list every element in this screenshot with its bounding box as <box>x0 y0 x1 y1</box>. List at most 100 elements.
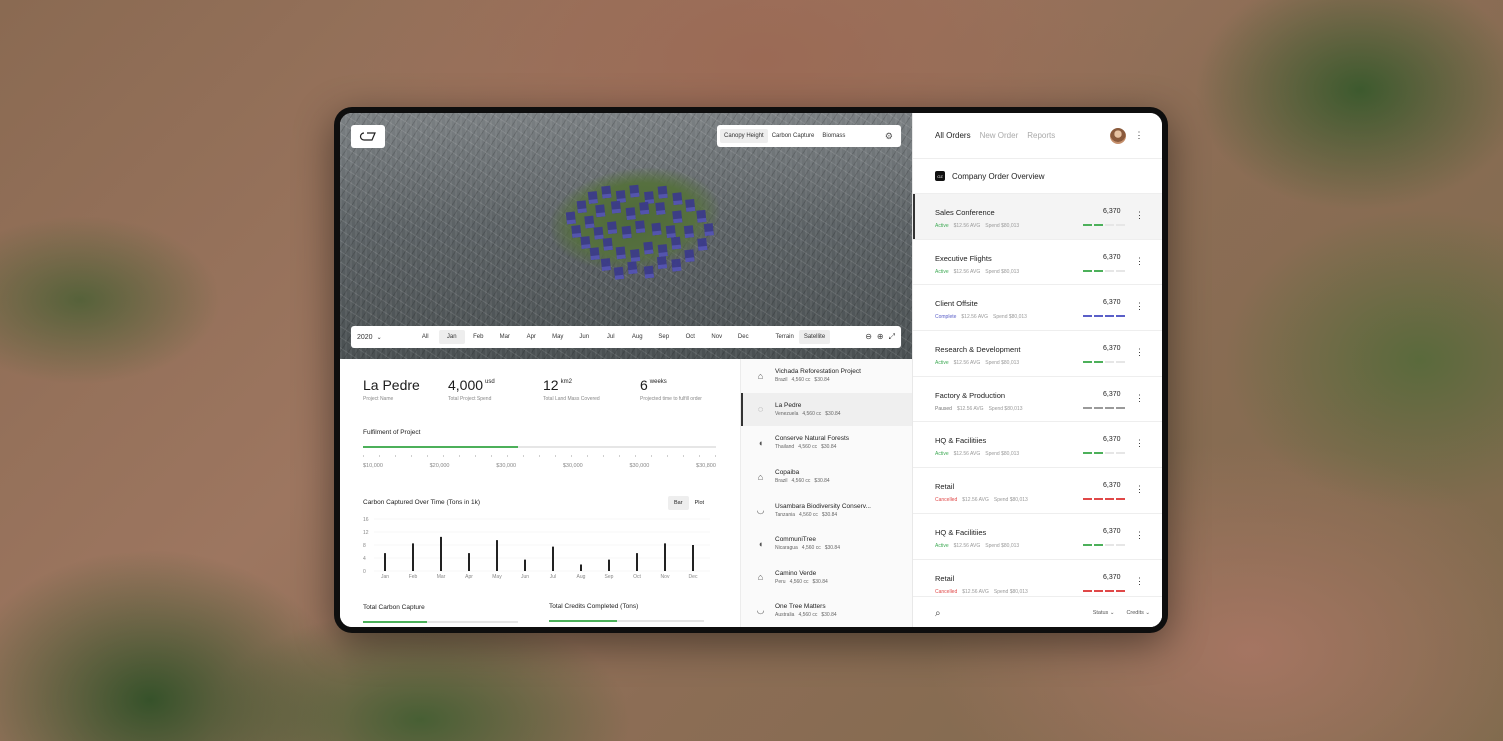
more-vertical-icon[interactable]: ⋮ <box>1135 438 1144 449</box>
order-row[interactable]: Executive Flights Active $12.56 AVG Spend $… <box>913 240 1162 286</box>
gear-icon[interactable]: ⚙ <box>884 130 893 141</box>
month-tab[interactable]: Jul <box>606 334 615 340</box>
time-unit: weeks <box>649 379 667 385</box>
tab-canopy-height[interactable]: Canopy Height <box>720 129 768 143</box>
order-meta: Paused $12.56 AVG Spend $80,013 <box>935 406 1028 412</box>
more-vertical-icon[interactable]: ⋮ <box>1135 392 1144 403</box>
canopy-block <box>672 192 683 206</box>
chart-bar[interactable] <box>552 546 554 571</box>
order-row[interactable]: Research & Development Active $12.56 AVG Sp… <box>913 331 1162 377</box>
order-row[interactable]: Retail Cancelled $12.56 AVG Spend $80,013 6,… <box>913 468 1162 514</box>
month-tab[interactable]: Jan <box>438 330 465 344</box>
canopy-block <box>655 202 666 215</box>
month-tab[interactable]: Feb <box>473 334 484 340</box>
month-tab[interactable]: Apr <box>526 334 536 340</box>
projects-list: ⌂ Vichada Reforestation Project Brazil 4,56… <box>740 359 912 627</box>
month-tab[interactable]: Dec <box>737 334 749 340</box>
area-unit: km2 <box>560 379 572 385</box>
canopy-block <box>576 200 587 214</box>
project-list-item[interactable]: ◡ One Tree Matters Australia 4,560 cc $30.84 <box>741 594 912 627</box>
tab-terrain[interactable]: Terrain <box>775 334 794 340</box>
tab-all-orders[interactable]: All Orders <box>935 131 971 140</box>
tab-reports[interactable]: Reports <box>1027 131 1056 140</box>
order-progress-segment <box>1116 406 1125 409</box>
more-vertical-icon[interactable]: ⋮ <box>1135 255 1144 266</box>
month-tab[interactable]: May <box>552 334 564 340</box>
month-tab[interactable]: Nov <box>711 334 723 340</box>
more-vertical-icon[interactable]: ⋮ <box>1135 347 1144 358</box>
chart-bar[interactable] <box>496 540 498 571</box>
status-filter[interactable]: Status ⌄ <box>1093 610 1115 616</box>
month-tab[interactable]: Aug <box>631 334 643 340</box>
more-vertical-icon[interactable]: ⋮ <box>1135 210 1144 220</box>
project-item-cc: 4,560 cc <box>801 545 821 552</box>
chart-bar[interactable] <box>580 564 582 572</box>
more-vertical-icon[interactable]: ⋮ <box>1135 301 1144 312</box>
month-tab[interactable]: Oct <box>685 334 695 340</box>
project-list-item[interactable]: ⌂ Vichada Reforestation Project Brazil 4,56… <box>741 359 912 393</box>
project-text: One Tree Matters Australia 4,560 cc $30.84 <box>775 603 841 618</box>
project-list-item[interactable]: ◖ CommuniTree Nicaragua 4,560 cc $30.84 <box>741 527 912 561</box>
credits-filter[interactable]: Credits ⌄ <box>1126 610 1150 616</box>
order-row[interactable]: Sales Conference Active $12.56 AVG Spend $8… <box>913 194 1162 240</box>
chart-bar[interactable] <box>468 553 470 571</box>
project-item-cc: 4,560 cc <box>798 444 818 451</box>
project-list-item[interactable]: ⌂ Camino Verde Peru 4,560 cc $30.84 <box>741 561 912 595</box>
order-spend: Spend $80,013 <box>985 223 1020 229</box>
tab-new-order[interactable]: New Order <box>979 131 1019 140</box>
status-filter-label: Status <box>1092 610 1109 616</box>
year-select[interactable]: 2020 ⌄ <box>357 334 412 341</box>
month-tab[interactable]: Sep <box>658 334 670 340</box>
tab-carbon-capture[interactable]: Carbon Capture <box>771 133 815 139</box>
project-list-item[interactable]: ◌ La Pedre Venezuela 4,560 cc $30.84 <box>741 392 912 427</box>
more-vertical-icon[interactable]: ⋮ <box>1135 575 1144 586</box>
more-vertical-icon[interactable]: ⋮ <box>1135 484 1144 495</box>
project-stats-panel: La Pedre Project Name 4,000 usd Total Pro… <box>340 359 740 627</box>
order-progress <box>1083 406 1125 409</box>
order-value: 6,370 <box>1103 390 1121 398</box>
project-text: Copaiba Brazil 4,560 cc $30.84 <box>775 469 834 484</box>
avatar[interactable] <box>1110 127 1126 144</box>
more-vertical-icon[interactable]: ⋮ <box>1134 130 1144 140</box>
search-icon[interactable]: ⌕ <box>935 607 941 619</box>
month-tab[interactable]: Mar <box>499 334 510 340</box>
project-name: La Pedre <box>363 377 420 393</box>
total-carbon-progress <box>363 621 518 623</box>
order-progress-segment <box>1094 543 1103 546</box>
more-vertical-icon[interactable]: ⋮ <box>1135 529 1144 540</box>
satellite-map[interactable]: Canopy Height Carbon Capture Biomass ⚙ 2… <box>340 113 912 359</box>
toggle-plot[interactable]: Plot <box>694 500 705 506</box>
zoom-out-icon[interactable]: ⊖ <box>865 332 872 341</box>
month-tab[interactable]: All <box>421 334 429 340</box>
chart-bar[interactable] <box>608 559 610 571</box>
order-row[interactable]: Factory & Production Paused $12.56 AVG Spen… <box>913 377 1162 423</box>
toggle-bar[interactable]: Bar <box>668 496 689 510</box>
tab-biomass[interactable]: Biomass <box>822 133 846 139</box>
fulfilment-tick-label: $20,000 <box>429 463 450 469</box>
expand-icon[interactable]: ⤢ <box>888 332 895 341</box>
order-row[interactable]: HQ & Facilitiies Active $12.56 AVG Spend $8… <box>913 514 1162 560</box>
chart-bar[interactable] <box>524 559 526 571</box>
project-item-price: $30.84 <box>814 377 830 384</box>
project-list-item[interactable]: ⌂ Copaiba Brazil 4,560 cc $30.84 <box>741 460 912 494</box>
month-tab[interactable]: Jun <box>579 334 590 340</box>
order-status: Active <box>935 542 949 549</box>
project-list-item[interactable]: ◡ Usambara Biodiversity Conserv... Tanzani… <box>741 493 912 527</box>
order-progress <box>1083 224 1125 226</box>
chart-bar[interactable] <box>636 553 638 571</box>
chart-bar[interactable] <box>384 553 386 571</box>
order-progress-segment <box>1083 498 1092 501</box>
canopy-block <box>685 198 696 212</box>
logo[interactable] <box>351 125 385 148</box>
project-list-item[interactable]: ◖ Conserve Natural Forests Thailand 4,560 c… <box>741 426 912 460</box>
order-spend: Spend $80,013 <box>985 360 1020 367</box>
chart-bar[interactable] <box>664 543 666 571</box>
chart-bar[interactable] <box>692 545 694 571</box>
order-row[interactable]: HQ & Facilitiies Active $12.56 AVG Spend $8… <box>913 422 1162 469</box>
canopy-block <box>665 225 676 239</box>
zoom-in-icon[interactable]: ⊕ <box>876 332 884 341</box>
tab-satellite[interactable]: Satellite <box>798 330 831 344</box>
order-row[interactable]: Client Offsite Complete $12.56 AVG Spend $8… <box>913 285 1162 332</box>
chart-bar[interactable] <box>440 536 442 571</box>
chart-bar[interactable] <box>412 543 414 571</box>
